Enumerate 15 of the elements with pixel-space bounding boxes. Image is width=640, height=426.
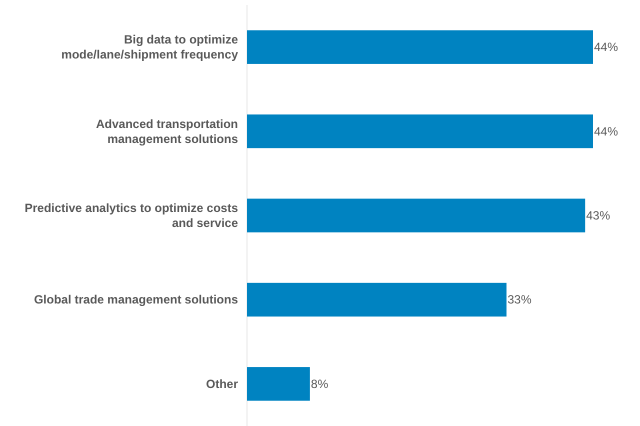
y-tick-label: Big data to optimize mode/lane/shipment frequency <box>61 32 238 62</box>
bar <box>247 367 310 401</box>
bar <box>247 114 593 148</box>
bar <box>247 282 506 317</box>
data-label: 44% <box>594 124 618 138</box>
y-tick-label: Global trade management solutions <box>34 292 238 307</box>
y-tick-label: Other <box>206 376 238 391</box>
data-label: 43% <box>586 208 610 222</box>
data-label: 44% <box>594 40 618 54</box>
bar <box>247 30 593 64</box>
y-tick-label: Advanced transportation management solutions <box>96 116 238 146</box>
data-label: 33% <box>508 292 532 307</box>
bar <box>247 198 586 232</box>
data-label: 8% <box>310 376 329 391</box>
y-tick-label: Predictive analytics to optimize costs and service <box>24 201 238 230</box>
